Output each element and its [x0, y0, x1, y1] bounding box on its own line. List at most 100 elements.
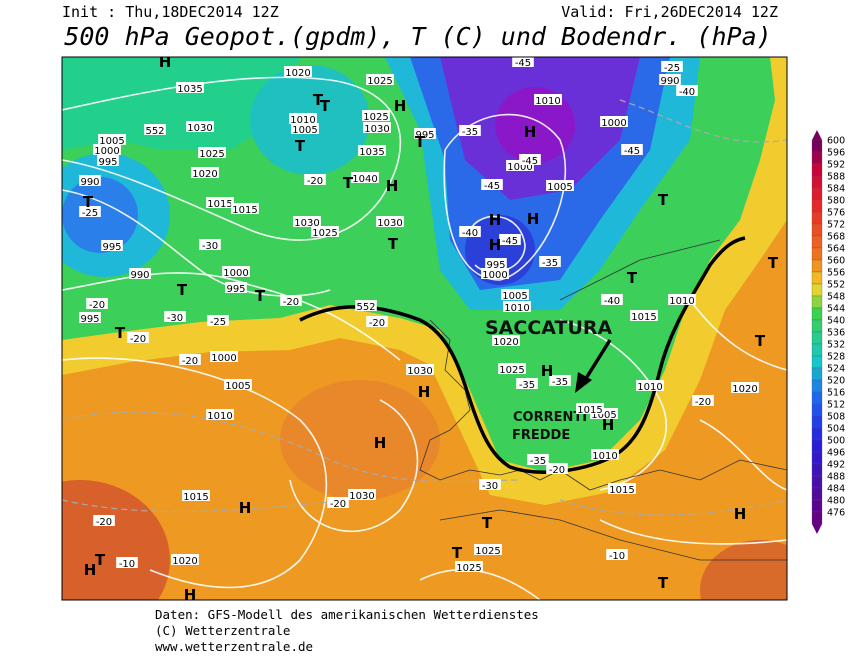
label-box: [414, 128, 436, 139]
label-box: [692, 395, 714, 406]
label-box: [539, 256, 561, 267]
pressure-center: H: [602, 416, 615, 434]
label-box: [207, 315, 229, 326]
label-box: [191, 167, 219, 178]
label-box: [304, 174, 326, 185]
label-box: [506, 160, 534, 171]
label-box: [348, 489, 376, 500]
label-box: [79, 206, 101, 217]
contour-label: 990: [660, 76, 679, 87]
pressure-center: H: [386, 177, 399, 195]
contour-label: 1005: [591, 410, 616, 421]
pressure-center: H: [239, 499, 252, 517]
contour-label: 1000: [223, 268, 248, 279]
colorbar-swatch: [811, 427, 823, 441]
colorbar-tip: [812, 524, 822, 534]
label-box: [492, 335, 520, 346]
label-box: [199, 239, 221, 250]
colorbar-swatch: [811, 199, 823, 213]
label-box: [498, 363, 526, 374]
colorbar-swatch: [811, 319, 823, 333]
contour-label: -30: [167, 313, 183, 324]
contour-label: -20: [307, 176, 323, 187]
label-box: [546, 180, 574, 191]
contour-label: 995: [226, 284, 245, 295]
field-blue-dark: [465, 215, 535, 285]
contour-label: 995: [80, 314, 99, 325]
label-box: [459, 125, 481, 136]
coastlines: [419, 239, 787, 561]
label-box: [630, 310, 658, 321]
contour-label: 1025: [312, 228, 337, 239]
init-time: Init : Thu,18DEC2014 12Z: [62, 3, 279, 21]
map-title: 500 hPa Geopot.(gpdm), T (C) und Bodendr…: [64, 22, 771, 51]
pressure-center: H: [527, 210, 540, 228]
contour-label: 1020: [172, 556, 197, 567]
colorbar-swatch: [811, 343, 823, 357]
contour-label: 1010: [637, 382, 662, 393]
contour-label: -35: [552, 377, 568, 388]
pressure-center: H: [489, 236, 502, 254]
pressure-center: T: [115, 324, 126, 342]
colorbar-label: 572: [827, 220, 845, 231]
contour-label: 1025: [199, 149, 224, 160]
colorbar-swatch: [811, 355, 823, 369]
contour-label: 1025: [499, 365, 524, 376]
pressure-center: T: [255, 287, 266, 305]
colorbar-label: 508: [827, 412, 845, 423]
contour-label: -20: [549, 465, 565, 476]
colorbar-swatch: [811, 283, 823, 297]
colorbar-swatch: [811, 247, 823, 261]
contour-label: 1015: [207, 199, 232, 210]
contour-label: 1015: [577, 405, 602, 416]
colorbar-swatch: [811, 415, 823, 429]
colorbar-swatch: [811, 175, 823, 189]
contour-label: 1030: [349, 491, 374, 502]
contour-label: 995: [486, 260, 505, 271]
colorbar-swatch: [811, 151, 823, 165]
contour-label: 995: [415, 130, 434, 141]
label-box: [127, 332, 149, 343]
label-box: [225, 282, 247, 293]
colorbar-swatch: [811, 223, 823, 237]
label-box: [222, 266, 250, 277]
contour-label: 990: [80, 177, 99, 188]
colorbar-label: 516: [827, 388, 845, 399]
pressure-center: T: [95, 551, 106, 569]
contour-label: 1010: [290, 115, 315, 126]
colorbar-label: 536: [827, 328, 845, 339]
label-box: [501, 289, 529, 300]
contour-label: 1005: [502, 291, 527, 302]
contour-label: -40: [679, 87, 695, 98]
contour-label: 1010: [669, 296, 694, 307]
colorbar-label: 524: [827, 364, 845, 375]
contour-label: -45: [624, 146, 640, 157]
contour-label: 1030: [377, 218, 402, 229]
contour-label: -35: [519, 380, 535, 391]
contour-label: 1010: [504, 303, 529, 314]
label-box: [621, 144, 643, 155]
colorbar-label: 480: [827, 496, 845, 507]
pressure-center: T: [177, 281, 188, 299]
contour-label: 1025: [456, 563, 481, 574]
contour-label: 1000: [94, 146, 119, 157]
colorbar-label: 512: [827, 400, 845, 411]
label-box: [179, 354, 201, 365]
colorbar-swatch: [811, 463, 823, 477]
contour-label: -35: [462, 127, 478, 138]
pressure-center: T: [452, 544, 463, 562]
label-box: [606, 549, 628, 560]
colorbar-label: 592: [827, 160, 845, 171]
label-box: [481, 268, 509, 279]
colorbar-label: 520: [827, 376, 845, 387]
label-box: [176, 82, 204, 93]
colorbar-swatch: [811, 331, 823, 345]
contour-label: -45: [522, 156, 538, 167]
label-box: [101, 240, 123, 251]
colorbar-label: 560: [827, 256, 845, 267]
contour-label: 1035: [359, 147, 384, 158]
label-box: [327, 497, 349, 508]
contour-label: -20: [695, 397, 711, 408]
label-box: [519, 154, 541, 165]
colorbar-label: 556: [827, 268, 845, 279]
